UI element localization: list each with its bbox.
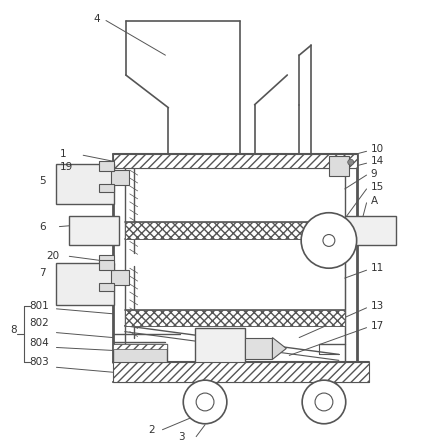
Text: 804: 804 xyxy=(30,338,49,347)
Bar xyxy=(111,270,129,285)
Circle shape xyxy=(323,234,335,246)
Bar xyxy=(345,216,396,245)
Circle shape xyxy=(302,380,346,424)
Bar xyxy=(99,283,114,291)
Text: 20: 20 xyxy=(46,251,60,261)
Text: 802: 802 xyxy=(30,318,49,328)
Bar xyxy=(99,255,114,265)
Text: 9: 9 xyxy=(371,169,377,179)
Text: 3: 3 xyxy=(179,431,185,442)
Bar xyxy=(245,338,273,359)
Text: 19: 19 xyxy=(60,162,73,172)
Text: 6: 6 xyxy=(40,222,46,232)
Polygon shape xyxy=(273,338,286,359)
Circle shape xyxy=(183,380,227,424)
Text: 13: 13 xyxy=(371,301,384,311)
Circle shape xyxy=(196,393,214,411)
Text: 8: 8 xyxy=(10,325,16,334)
Text: 1: 1 xyxy=(60,149,66,159)
Text: 2: 2 xyxy=(149,425,155,435)
Text: 15: 15 xyxy=(371,182,384,192)
Bar xyxy=(57,263,114,305)
Circle shape xyxy=(301,213,357,268)
Text: 14: 14 xyxy=(371,156,384,166)
Bar xyxy=(69,216,119,245)
Text: 17: 17 xyxy=(371,321,384,330)
Bar xyxy=(99,161,114,171)
Bar xyxy=(329,156,349,176)
Text: 7: 7 xyxy=(40,268,46,278)
Bar xyxy=(113,154,357,168)
Bar xyxy=(99,260,114,270)
Bar xyxy=(99,184,114,192)
Text: A: A xyxy=(371,196,378,206)
Bar xyxy=(113,362,368,382)
Text: 10: 10 xyxy=(371,144,384,154)
Bar xyxy=(125,310,345,326)
Circle shape xyxy=(348,159,354,165)
Bar xyxy=(57,164,114,204)
Text: 11: 11 xyxy=(371,263,384,273)
Bar xyxy=(195,328,245,367)
Bar xyxy=(113,343,168,363)
Text: 801: 801 xyxy=(30,301,49,311)
Text: 803: 803 xyxy=(30,358,49,367)
Bar xyxy=(113,343,168,350)
Bar xyxy=(125,222,345,240)
Text: 4: 4 xyxy=(93,14,100,23)
Circle shape xyxy=(315,393,333,411)
Text: 5: 5 xyxy=(40,176,46,186)
Bar xyxy=(111,170,129,185)
